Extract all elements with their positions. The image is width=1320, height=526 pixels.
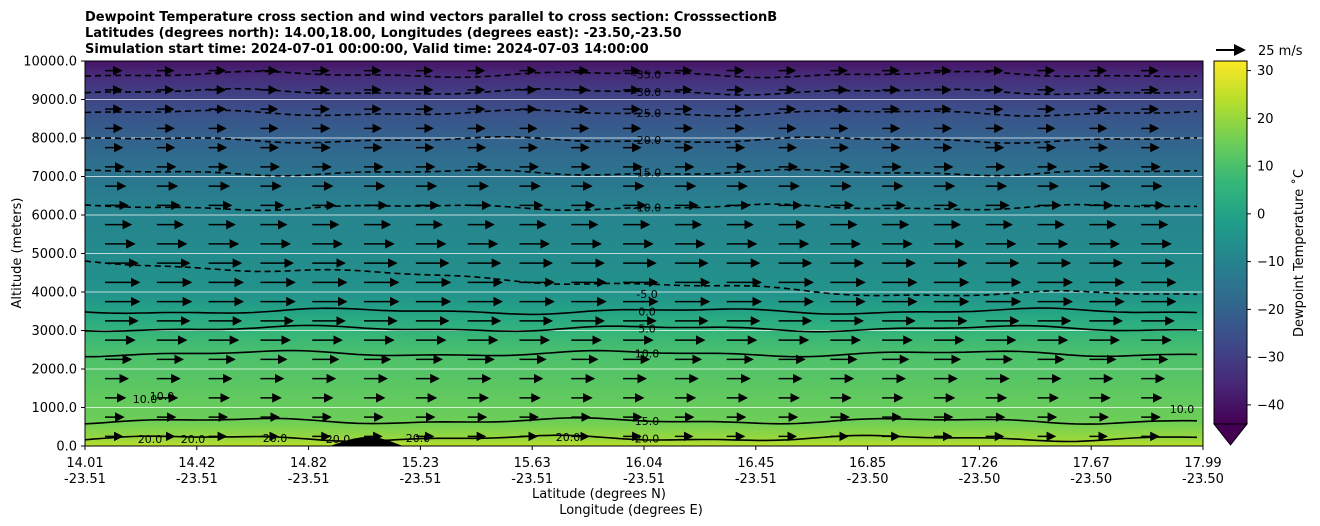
y-tick-label: 10000.0 xyxy=(23,55,77,70)
x-tick-label-lon: -23.51 xyxy=(176,472,218,487)
x-tick-label-lat: 16.04 xyxy=(625,456,662,471)
contour-line xyxy=(85,168,1198,177)
x-tick-label-lon: -23.51 xyxy=(511,472,553,487)
y-tick-label: 0.0 xyxy=(56,440,77,455)
contour-label: -10.0 xyxy=(633,201,661,214)
colorbar-ticks: 30 20 10 0 −10 −20 −30 −40 xyxy=(1247,64,1284,413)
colorbar-tick-label: 10 xyxy=(1257,160,1274,175)
contour-label: -5.0 xyxy=(636,288,657,301)
gridlines xyxy=(85,99,1203,408)
y-tick-label: 5000.0 xyxy=(32,247,78,262)
x-tick-label-lon: -23.50 xyxy=(1070,472,1112,487)
y-tick-label: 2000.0 xyxy=(32,363,78,378)
y-axis-label: Altitude (meters) xyxy=(10,198,25,309)
contour-label: 20.0 xyxy=(406,432,431,445)
colorbar-tick-label: 30 xyxy=(1257,64,1274,79)
x-axis-label-longitude: Longitude (degrees E) xyxy=(559,503,703,518)
chart-title-line-3: Simulation start time: 2024-07-01 00:00:… xyxy=(85,42,649,57)
contour-label: 20.0 xyxy=(556,431,581,444)
x-tick-label-lon: -23.51 xyxy=(64,472,106,487)
contour-label: -25.0 xyxy=(633,107,661,120)
x-tick-label-lat: 17.26 xyxy=(961,456,998,471)
contour-labels: -35.0 -30.0 -25.0 -20.0 -15.0 -10.0 -5.0 0.0 5.0… xyxy=(133,68,1195,446)
wind-key: 25 m/s xyxy=(1216,44,1303,59)
contour-label: 20.0 xyxy=(326,433,351,446)
colorbar-body xyxy=(1213,60,1248,425)
x-tick-label-lat: 17.99 xyxy=(1184,456,1221,471)
x-tick-label-lon: -23.51 xyxy=(735,472,777,487)
x-tick-label-lat: 14.42 xyxy=(178,456,215,471)
x-tick-label-lon: -23.51 xyxy=(623,472,665,487)
chart-title-line-1: Dewpoint Temperature cross section and w… xyxy=(85,10,777,25)
contour-line xyxy=(85,136,1198,144)
y-tick-label: 8000.0 xyxy=(32,132,78,147)
colorbar-tick-label: −30 xyxy=(1257,351,1284,366)
x-tick-label-lat: 15.23 xyxy=(402,456,439,471)
x-tick-label-lat: 14.01 xyxy=(66,456,103,471)
contour-line xyxy=(85,203,1198,212)
contour-label: -35.0 xyxy=(633,68,661,81)
y-tick-label: 7000.0 xyxy=(32,170,78,185)
contour-label: 20.0 xyxy=(138,433,163,446)
contour-line xyxy=(85,349,1198,358)
colorbar-tick-label: −20 xyxy=(1257,303,1284,318)
x-axis: 14.01-23.5114.42-23.5114.82-23.5115.23-2… xyxy=(64,446,1224,487)
contour-label: 0.0 xyxy=(638,305,656,318)
contour-label: 20.0 xyxy=(181,433,206,446)
x-tick-label-lat: 16.85 xyxy=(849,456,886,471)
y-tick-label: 4000.0 xyxy=(32,286,78,301)
x-tick-label-lon: -23.50 xyxy=(847,472,889,487)
y-tick-label: 9000.0 xyxy=(32,93,78,108)
contour-label: -30.0 xyxy=(633,86,661,99)
colorbar-tick-label: −40 xyxy=(1257,398,1284,413)
contour-label: 20.0 xyxy=(263,432,288,445)
contour-label: 10.0 xyxy=(1170,403,1195,416)
x-tick-label-lon: -23.51 xyxy=(288,472,330,487)
x-axis-label-latitude: Latitude (degrees N) xyxy=(532,487,666,502)
y-axis: 0.0 1000.0 2000.0 3000.0 4000.0 5000.0 6000.0 7… xyxy=(23,55,85,455)
contour-label: 15.0 xyxy=(635,415,660,428)
contour-label: 20.0 xyxy=(635,432,660,445)
colorbar: 30 20 10 0 −10 −20 −30 −40 Dewpoint Temperature… xyxy=(1212,60,1307,446)
wind-vectors xyxy=(105,65,1177,442)
colorbar-label: Dewpoint Temperature ˚C xyxy=(1291,169,1307,337)
x-tick-label-lon: -23.50 xyxy=(958,472,1000,487)
chart-title-line-2: Latitudes (degrees north): 14.00,18.00, … xyxy=(85,26,682,41)
contour-label: 10.0 xyxy=(635,348,660,361)
x-tick-label-lon: -23.51 xyxy=(399,472,441,487)
colorbar-tick-label: −10 xyxy=(1257,255,1284,270)
y-tick-label: 6000.0 xyxy=(32,209,78,224)
y-tick-label: 1000.0 xyxy=(32,401,78,416)
contour-label: -20.0 xyxy=(633,134,661,147)
colorbar-tick-label: 0 xyxy=(1257,207,1265,222)
colorbar-tick-label: 20 xyxy=(1257,112,1274,127)
contour-line xyxy=(85,324,1198,333)
x-tick-label-lat: 17.67 xyxy=(1073,456,1110,471)
contour-label: 10.0 xyxy=(133,393,158,406)
contour-label: -15.0 xyxy=(633,167,661,180)
x-tick-label-lat: 16.45 xyxy=(737,456,774,471)
y-tick-label: 3000.0 xyxy=(32,324,78,339)
wind-key-label: 25 m/s xyxy=(1258,44,1303,59)
plot-area: -35.0 -30.0 -25.0 -20.0 -15.0 -10.0 -5.0 0.0 5.0… xyxy=(84,60,1204,447)
contour-label: 5.0 xyxy=(638,323,656,336)
colorbar-extend-triangle xyxy=(1212,423,1249,446)
contour-line xyxy=(85,260,1198,297)
x-tick-label-lon: -23.50 xyxy=(1182,472,1224,487)
x-tick-label-lat: 14.82 xyxy=(290,456,327,471)
contour-label: 10.0 xyxy=(150,390,175,403)
x-tick-label-lat: 15.63 xyxy=(514,456,551,471)
contour-line xyxy=(85,307,1198,316)
